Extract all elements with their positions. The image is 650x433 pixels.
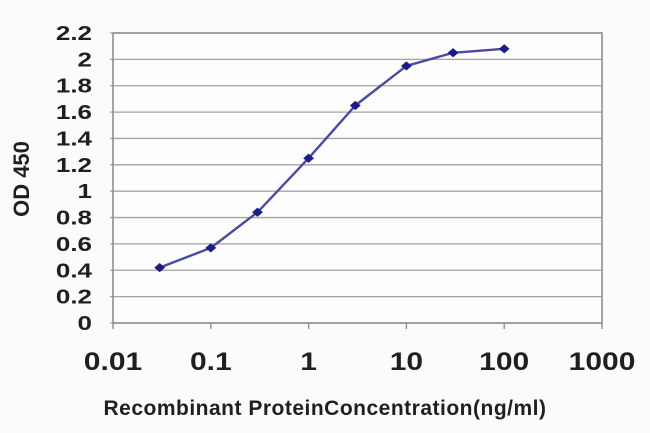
x-tick-label: 0.01 <box>84 347 142 375</box>
data-point-marker <box>303 153 314 163</box>
data-point-marker <box>154 263 166 273</box>
data-point-marker <box>205 243 217 253</box>
y-tick-label: 0.6 <box>56 233 92 255</box>
data-point-marker <box>252 207 263 217</box>
data-point-marker <box>447 48 459 58</box>
plot-area-background <box>113 33 602 323</box>
data-point-marker <box>349 100 361 111</box>
x-axis-title: Recombinant ProteinConcentration(ng/ml) <box>103 397 547 420</box>
x-tick-label: 10 <box>390 347 423 375</box>
data-point-marker <box>401 61 412 71</box>
x-tick-label: 1000 <box>569 347 636 375</box>
y-tick-label: 2.2 <box>56 22 92 44</box>
y-tick-label: 1.4 <box>56 127 92 149</box>
y-tick-label: 1 <box>78 180 93 202</box>
y-tick-label: 1.8 <box>56 75 92 97</box>
y-tick-label: 1.6 <box>56 101 92 123</box>
y-tick-label: 0.4 <box>56 259 92 281</box>
data-point-marker <box>498 44 510 54</box>
y-tick-label: 0.2 <box>56 286 92 308</box>
plot-border <box>112 32 603 324</box>
y-tick-label: 2 <box>78 48 92 70</box>
x-tick-label: 100 <box>479 347 529 375</box>
y-tick-label: 0.8 <box>56 206 92 228</box>
x-tick-label: 0.1 <box>190 347 232 375</box>
y-tick-label: 0 <box>78 312 92 334</box>
series-line <box>159 47 505 269</box>
y-axis-title: OD 450 <box>9 141 34 217</box>
x-tick-label: 1 <box>300 347 317 375</box>
y-tick-label: 1.2 <box>56 154 92 176</box>
